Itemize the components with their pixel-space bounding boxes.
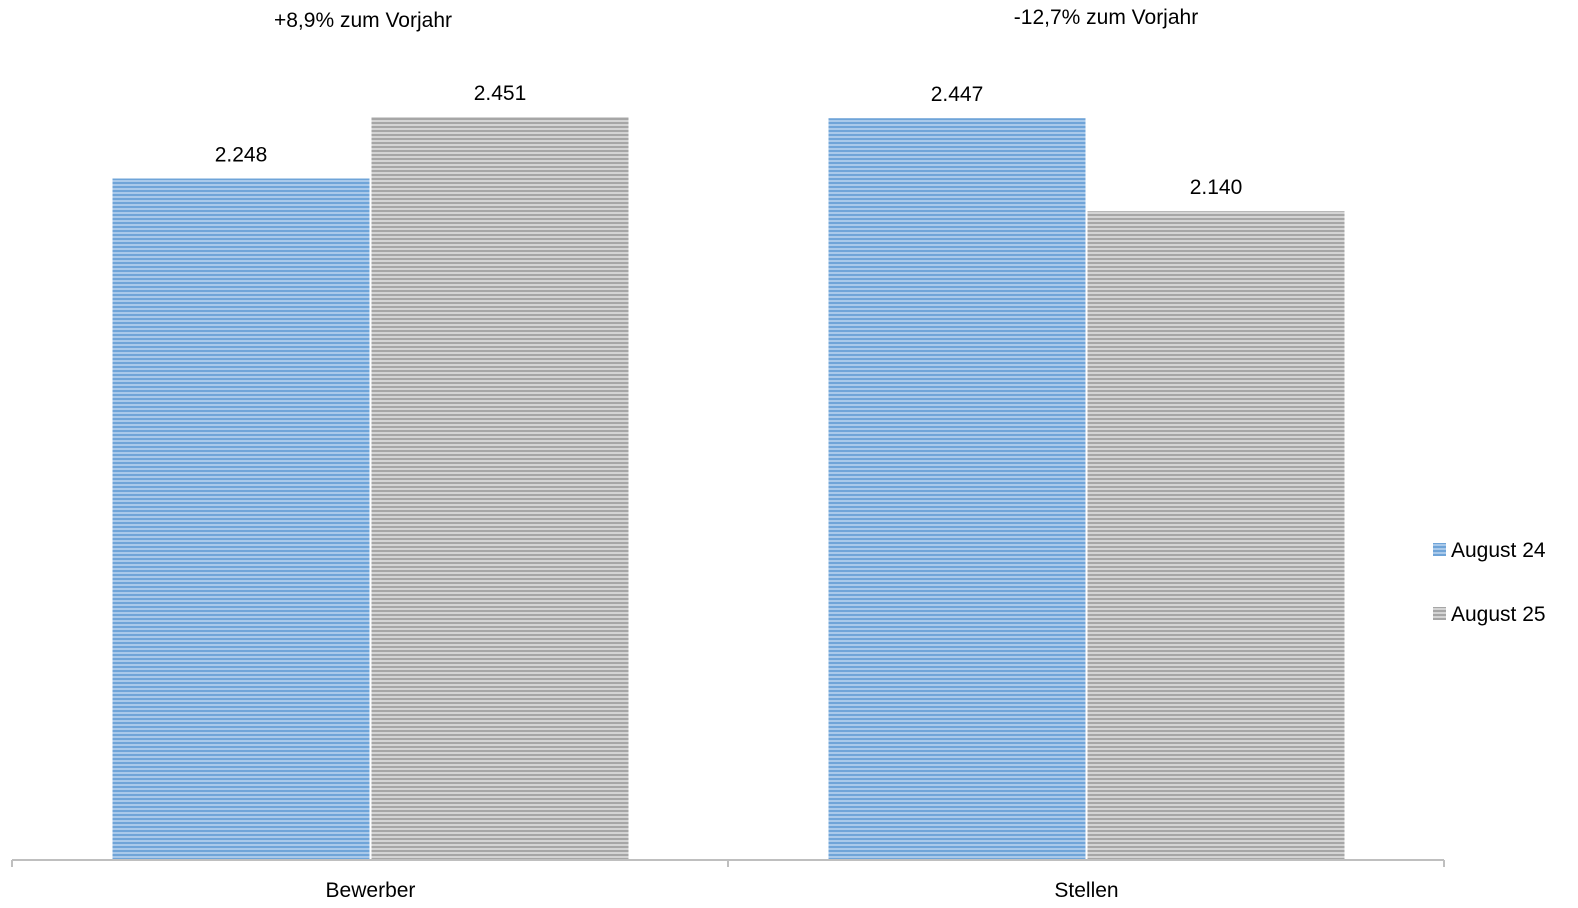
annotation-bewerber: +8,9% zum Vorjahr xyxy=(274,9,452,32)
legend-label-august-24: August 24 xyxy=(1451,539,1546,562)
data-label: 2.447 xyxy=(931,83,984,106)
bar-bewerber-august-25 xyxy=(371,117,629,859)
category-label-bewerber: Bewerber xyxy=(326,879,416,902)
legend-swatch-august-24 xyxy=(1433,543,1446,556)
value-labels-group: 2.248 2.451 2.447 2.140 xyxy=(215,82,1243,199)
data-label: 2.451 xyxy=(474,82,527,105)
legend-label-august-25: August 25 xyxy=(1451,603,1546,626)
bars-group xyxy=(112,117,1345,859)
data-label: 2.248 xyxy=(215,144,268,167)
category-label-stellen: Stellen xyxy=(1054,879,1118,902)
bar-bewerber-august-24 xyxy=(112,178,370,859)
annotation-stellen: -12,7% zum Vorjahr xyxy=(1014,6,1198,29)
legend: August 24 August 25 xyxy=(1433,539,1546,626)
bar-stellen-august-24 xyxy=(828,118,1086,859)
legend-swatch-august-25 xyxy=(1433,607,1446,620)
category-labels-group: Bewerber Stellen xyxy=(326,879,1119,902)
x-axis xyxy=(11,859,1445,867)
bar-stellen-august-25 xyxy=(1087,211,1345,859)
data-label: 2.140 xyxy=(1190,176,1243,199)
